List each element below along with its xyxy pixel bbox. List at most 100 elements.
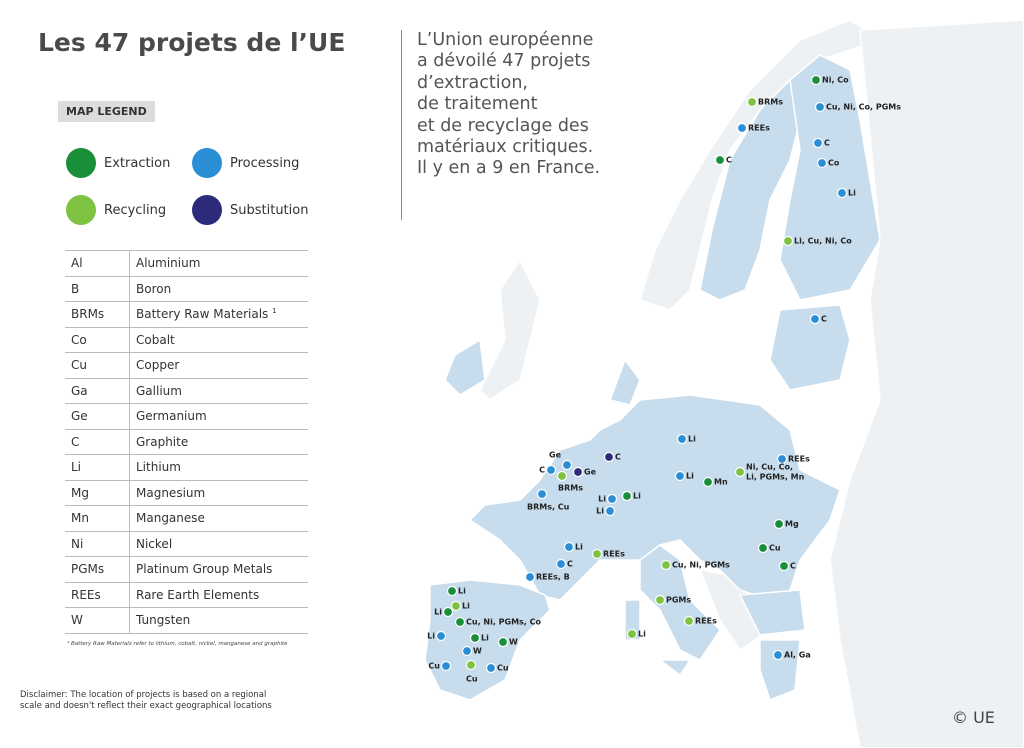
project-marker — [555, 558, 567, 570]
element-text: Gallium — [136, 383, 182, 398]
sweden — [699, 78, 801, 301]
marker-label: REEs — [695, 617, 717, 626]
marker-label: Li — [596, 507, 604, 516]
marker-label: REEs, B — [536, 573, 570, 582]
element-name: Manganese — [129, 505, 308, 532]
element-name: Lithium — [129, 454, 308, 481]
intro-line: de traitement — [417, 94, 538, 115]
project-marker — [621, 490, 633, 502]
disclaimer: Disclaimer: The location of projects is … — [20, 690, 272, 711]
project-marker — [757, 542, 769, 554]
element-name: Rare Earth Elements — [129, 582, 308, 608]
project-marker — [556, 470, 568, 482]
marker-label: Li — [434, 608, 442, 617]
marker-label: Cu — [466, 675, 478, 684]
divider — [401, 30, 402, 220]
abbreviation: BRMs — [65, 301, 130, 328]
project-marker — [497, 636, 509, 648]
element-name: Cobalt — [129, 327, 308, 353]
abbreviation: B — [65, 276, 130, 302]
project-marker — [440, 660, 452, 672]
marker-label: Li — [686, 472, 694, 481]
project-marker — [591, 548, 603, 560]
project-marker — [734, 466, 746, 478]
intro-line: matériaux critiques. — [417, 137, 594, 158]
marker-label: Co — [828, 159, 840, 168]
marker-label: W — [509, 638, 518, 647]
marker-label: Li — [481, 634, 489, 643]
project-marker — [536, 488, 548, 500]
finland — [779, 54, 881, 301]
title: Les 47 projets de l’UE — [38, 28, 346, 57]
marker-label: Li — [633, 492, 641, 501]
marker-label: C — [790, 562, 796, 571]
marker-label: Cu, Ni, PGMs, Co — [466, 618, 542, 627]
table-row: W Tungsten — [65, 607, 308, 634]
table-row: Ga Gallium — [65, 378, 308, 404]
marker-label: BRMs, Cu — [527, 503, 570, 512]
legend-item: Processing — [192, 148, 299, 178]
baltics — [769, 304, 851, 391]
project-marker — [814, 101, 826, 113]
legend-title: MAP LEGEND — [58, 101, 155, 122]
project-marker — [461, 645, 473, 657]
marker-label: Al, Ga — [784, 651, 811, 660]
element-text: Rare Earth Elements — [136, 587, 260, 602]
element-name: Germanium — [129, 403, 308, 430]
table-row: Cu Copper — [65, 352, 308, 379]
project-marker — [469, 632, 481, 644]
project-marker — [524, 571, 536, 583]
legend-label: Processing — [230, 155, 300, 171]
project-marker — [442, 606, 454, 618]
element-text: Platinum Group Metals — [136, 562, 273, 577]
element-name: Gallium — [129, 378, 308, 404]
marker-label: Li — [427, 632, 435, 641]
copyright: © UE — [952, 708, 995, 727]
table-row: REEs Rare Earth Elements — [65, 582, 308, 608]
project-marker — [810, 74, 822, 86]
note-marker: 1 — [272, 307, 277, 316]
table-row: PGMs Platinum Group Metals — [65, 556, 308, 583]
element-text: Boron — [136, 281, 172, 296]
project-marker — [604, 505, 616, 517]
footnote: ¹ Battery Raw Materials refer to lithium… — [67, 641, 288, 647]
continent — [468, 394, 841, 601]
element-text: Nickel — [136, 536, 173, 551]
table-row: Li Lithium — [65, 454, 308, 481]
abbreviation: Ge — [65, 403, 130, 430]
abbreviation: Mg — [65, 480, 130, 506]
marker-label: Cu, Ni, Co, PGMs — [826, 103, 901, 112]
abbreviation-table: Al Aluminium B Boron BRMs Battery Raw Materia… — [65, 250, 308, 634]
table-row: Co Cobalt — [65, 327, 308, 353]
project-marker — [772, 649, 784, 661]
element-text: Germanium — [136, 409, 207, 424]
marker-label: Ge — [584, 468, 597, 477]
abbreviation: W — [65, 607, 130, 634]
element-name: Copper — [129, 352, 308, 379]
italy — [639, 544, 721, 661]
marker-label: Li — [458, 587, 466, 596]
project-marker — [446, 585, 458, 597]
intro-line: et de recyclage des — [417, 115, 589, 136]
legend-label: Substitution — [230, 202, 309, 218]
legend-item: Recycling — [66, 195, 166, 225]
project-marker — [816, 157, 828, 169]
legend-icon — [192, 195, 222, 225]
element-text: Magnesium — [136, 485, 206, 500]
element-name: Tungsten — [129, 607, 308, 634]
element-text: Lithium — [136, 460, 181, 475]
intro-line: Il y en a 9 en France. — [417, 158, 601, 179]
abbreviation: PGMs — [65, 556, 130, 583]
marker-label: Cu — [428, 662, 440, 671]
marker-label: C — [824, 139, 830, 148]
project-marker — [674, 470, 686, 482]
marker-label: W — [473, 647, 482, 656]
eu-land — [424, 54, 881, 701]
uk — [479, 258, 541, 401]
element-name: Battery Raw Materials 1 — [129, 301, 308, 328]
legend-item: Substitution — [192, 195, 308, 225]
marker-label: Li — [848, 189, 856, 198]
intro-line: a dévoilé 47 projets — [417, 51, 591, 72]
